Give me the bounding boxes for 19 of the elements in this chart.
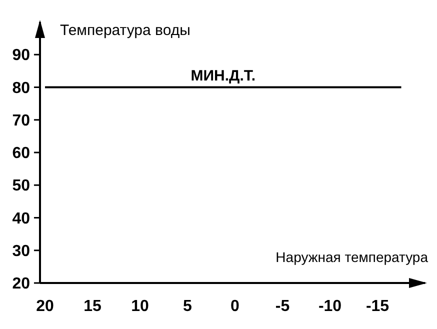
y-axis-title: Температура воды: [60, 22, 190, 39]
x-axis-title: Наружная температура: [276, 249, 428, 265]
y-tick-label: 50: [12, 178, 30, 195]
y-tick-label: 40: [12, 210, 30, 228]
y-tick-label: 70: [12, 112, 30, 130]
x-tick-label: 10: [131, 298, 149, 315]
x-tick-label: 20: [36, 298, 54, 315]
x-tick-label: 0: [230, 298, 240, 315]
x-tick-label: -10: [318, 298, 342, 315]
series-label: МИН.Д.Т.: [190, 67, 256, 84]
y-tick-label: 30: [12, 242, 30, 260]
x-tick-label: -15: [366, 298, 390, 315]
y-tick-label: 60: [12, 145, 30, 162]
x-tick-label: 5: [183, 298, 192, 315]
y-tick-label: 20: [12, 276, 30, 293]
y-tick-label: 80: [12, 80, 30, 97]
x-tick-label: -5: [275, 298, 290, 315]
x-tick-label: 15: [84, 298, 102, 315]
y-tick-label: 90: [12, 47, 30, 64]
